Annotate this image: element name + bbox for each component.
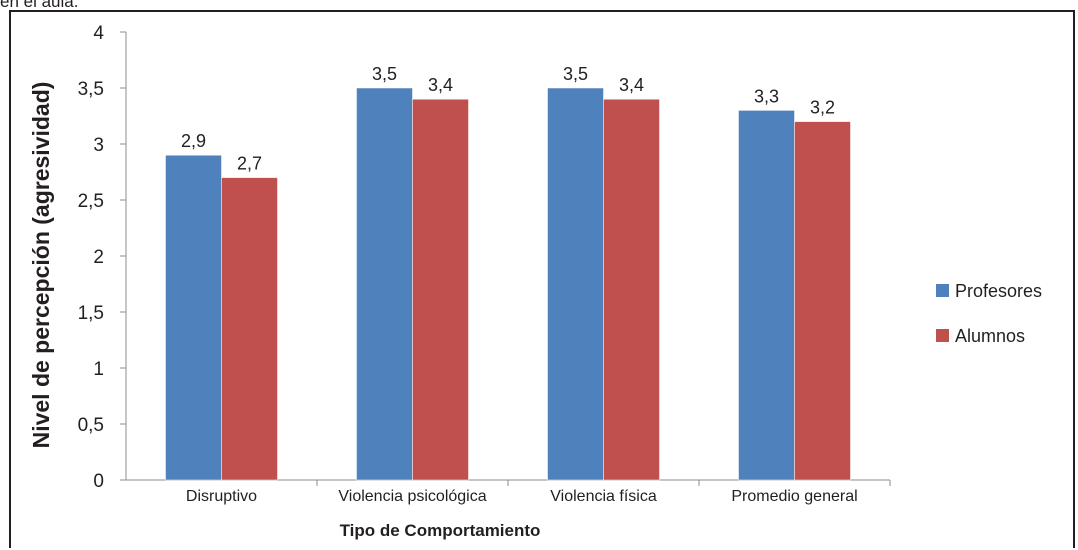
bar-value-label: 3,4 [428, 75, 453, 95]
bar-alumnos [603, 98, 660, 481]
bar-value-label: 3,4 [619, 75, 644, 95]
bar-value-label: 3,2 [810, 98, 835, 118]
bar-value-label: 2,7 [237, 154, 262, 174]
bars-group: 2,9 2,7 3,5 3,4 3,5 3,4 3,3 3,2 [165, 64, 851, 481]
bar-profesores [738, 110, 795, 481]
category-label: Violencia psicológica [338, 488, 486, 505]
y-axis-ticks: 0 0,5 1 1,5 2 2,5 3 3,5 4 [78, 23, 126, 492]
bar-profesores [547, 87, 604, 481]
y-tick-label: 0,5 [78, 415, 104, 436]
legend-swatch [936, 329, 949, 342]
bar-alumnos [412, 98, 469, 481]
bar-value-label: 3,5 [563, 64, 588, 84]
y-tick-label: 3,5 [78, 79, 104, 100]
bar-alumnos [794, 121, 851, 481]
caption-fragment: en el aula. [0, 0, 79, 11]
y-tick-label: 1,5 [78, 303, 104, 324]
category-labels: Disruptivo Violencia psicológica Violencia… [186, 480, 891, 505]
legend: Profesores Alumnos [936, 281, 1042, 346]
y-tick-label: 3 [93, 135, 104, 156]
category-label: Promedio general [731, 488, 857, 505]
legend-label: Alumnos [955, 326, 1025, 346]
bar-profesores [165, 154, 222, 481]
y-tick-label: 2,5 [78, 191, 104, 212]
category-label: Disruptivo [186, 488, 257, 505]
bar-alumnos [221, 177, 278, 481]
chart-frame [9, 10, 1075, 548]
bar-value-label: 3,5 [372, 64, 397, 84]
y-axis-title: Nivel de percepción (agresividad) [28, 82, 54, 449]
x-axis-title: Tipo de Comportamiento [340, 521, 541, 540]
legend-label: Profesores [955, 281, 1042, 301]
legend-swatch [936, 284, 949, 297]
y-tick-label: 4 [93, 23, 104, 44]
bar-value-label: 2,9 [181, 131, 206, 151]
bar-value-label: 3,3 [754, 86, 779, 106]
y-tick-label: 0 [93, 471, 104, 492]
bar-profesores [356, 87, 413, 481]
category-label: Violencia física [550, 488, 657, 505]
y-tick-label: 2 [93, 247, 104, 268]
y-tick-label: 1 [93, 359, 104, 380]
